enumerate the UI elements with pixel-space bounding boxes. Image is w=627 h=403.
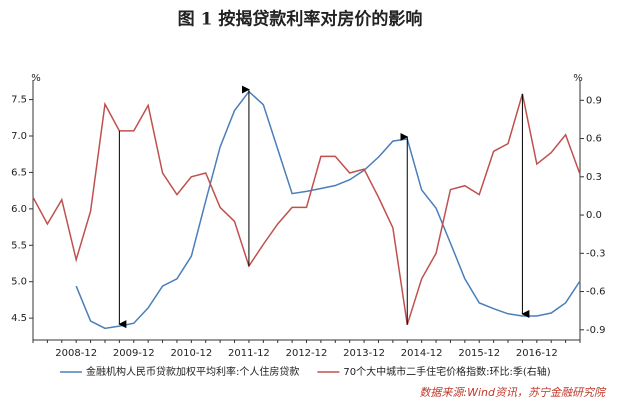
source: 数据来源:Wind资讯，苏宁金融研究院 <box>419 386 607 399</box>
y-tick-label: 7.0 <box>11 131 27 142</box>
series-line <box>75 90 581 330</box>
y2-tick-label: 0.6 <box>586 134 602 145</box>
y2-tick-label: -0.9 <box>586 325 606 336</box>
y2-tick-label: -0.3 <box>586 248 606 259</box>
y2-tick-label: 0.3 <box>586 172 602 183</box>
y2-tick-label: 0.9 <box>586 95 602 106</box>
y-unit: % <box>31 73 41 84</box>
chart-title: 图 1 按揭贷款利率对房价的影响 <box>178 9 423 30</box>
y-tick-label: 5.0 <box>11 277 27 288</box>
legend-label: 70个大中城市二手住宅价格指数:环比:季(右轴) <box>343 365 550 378</box>
x-tick-label: 2009-12 <box>113 348 155 359</box>
legend-label: 金融机构人民币贷款加权平均利率:个人住房贷款 <box>86 365 299 378</box>
x-tick-label: 2010-12 <box>170 348 212 359</box>
y-tick-label: 6.0 <box>11 204 27 215</box>
y-tick-label: 4.5 <box>11 313 27 324</box>
x-tick-label: 2011-12 <box>228 348 270 359</box>
y-tick-label: 6.5 <box>11 167 27 178</box>
y2-unit: % <box>573 73 583 84</box>
y2-tick-label: -0.6 <box>586 287 606 298</box>
x-tick-label: 2012-12 <box>286 348 328 359</box>
x-tick-label: 2016-12 <box>516 348 558 359</box>
x-tick-label: 2014-12 <box>401 348 443 359</box>
x-tick-label: 2008-12 <box>55 348 97 359</box>
y-tick-label: 7.5 <box>11 95 27 106</box>
x-tick-label: 2013-12 <box>343 348 385 359</box>
x-tick-label: 2015-12 <box>458 348 500 359</box>
y2-tick-label: 0.0 <box>586 210 602 221</box>
series-line <box>32 93 581 325</box>
y-tick-label: 5.5 <box>11 240 27 251</box>
